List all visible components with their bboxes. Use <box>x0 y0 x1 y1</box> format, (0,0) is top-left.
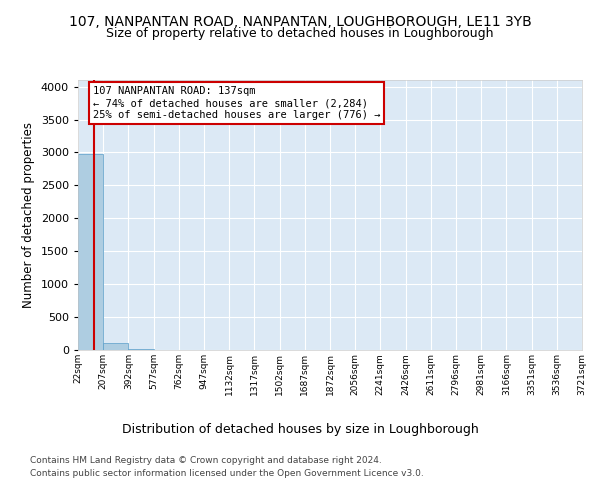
Y-axis label: Number of detached properties: Number of detached properties <box>22 122 35 308</box>
Bar <box>103 344 128 350</box>
Bar <box>128 349 154 350</box>
Bar <box>78 154 103 350</box>
Text: 107, NANPANTAN ROAD, NANPANTAN, LOUGHBOROUGH, LE11 3YB: 107, NANPANTAN ROAD, NANPANTAN, LOUGHBOR… <box>68 15 532 29</box>
Text: Distribution of detached houses by size in Loughborough: Distribution of detached houses by size … <box>122 422 478 436</box>
Text: Contains HM Land Registry data © Crown copyright and database right 2024.: Contains HM Land Registry data © Crown c… <box>30 456 382 465</box>
Text: Contains public sector information licensed under the Open Government Licence v3: Contains public sector information licen… <box>30 468 424 477</box>
Text: Size of property relative to detached houses in Loughborough: Size of property relative to detached ho… <box>106 28 494 40</box>
Text: 107 NANPANTAN ROAD: 137sqm
← 74% of detached houses are smaller (2,284)
25% of s: 107 NANPANTAN ROAD: 137sqm ← 74% of deta… <box>93 86 380 120</box>
